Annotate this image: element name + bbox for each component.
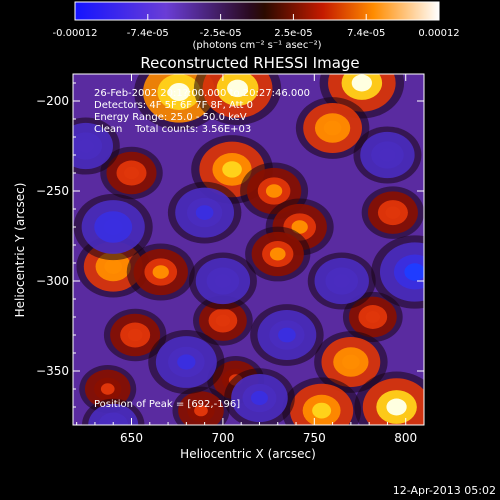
- heatmap-source-peak: [265, 184, 283, 198]
- colorbar: [74, 1, 440, 21]
- peak-position-text: Position of Peak = [692,-196]: [94, 399, 240, 410]
- colorbar-unit-label: (photons cm⁻² s⁻¹ asec⁻²): [192, 40, 321, 51]
- heatmap-source-peak: [168, 83, 190, 101]
- info-line-detectors: Detectors: 4F 5F 6F 7F 8F, Att 0: [94, 100, 253, 111]
- colorbar-tick-label: -2.5e-05: [200, 28, 242, 39]
- colorbar-tick-label: -7.4e-05: [127, 28, 169, 39]
- heatmap-source-peak: [269, 247, 286, 261]
- info-line-energy: Energy Range: 25.0 - 50.0 keV: [94, 112, 247, 123]
- y-tick-label: −200: [36, 94, 69, 108]
- heatmap-source-peak: [103, 219, 123, 235]
- info-line-clean: Clean Total counts: 3.56E+03: [94, 124, 251, 135]
- heatmap-source-peak: [379, 148, 396, 162]
- colorbar-tick-label: 0.00012: [418, 28, 459, 39]
- colorbar-tick-label: 7.4e-05: [347, 28, 385, 39]
- heatmap-source-peak: [77, 139, 94, 153]
- x-tick-label: 700: [211, 431, 234, 445]
- heatmap-source-peak: [291, 220, 308, 234]
- colorbar-tick-label: 2.5e-05: [274, 28, 312, 39]
- x-tick-label: 800: [394, 431, 417, 445]
- heatmap-plot: [73, 74, 424, 425]
- info-line-time: 26-Feb-2002 20:1?:00.000 to 20:27:46.000: [94, 88, 310, 99]
- y-tick-label: −250: [36, 184, 69, 198]
- y-axis-ticks: −200 −250 −300 −350: [36, 82, 424, 408]
- heatmap-source-peak: [342, 354, 360, 370]
- heatmap-source-peak: [386, 398, 407, 416]
- heatmap-source-peak: [351, 74, 372, 92]
- x-tick-label: 750: [303, 431, 326, 445]
- heatmap-source-peak: [124, 166, 139, 180]
- heatmap-source-peak: [215, 314, 231, 327]
- heatmap-source-peak: [127, 328, 143, 342]
- chart-title: Reconstructed RHESSI Image: [140, 54, 359, 72]
- x-axis-ticks: 650 700 750 800: [76, 74, 425, 445]
- heatmap-source-peak: [152, 265, 169, 279]
- heatmap-source-peak: [194, 404, 208, 417]
- y-axis-label: Heliocentric Y (arcsec): [13, 183, 27, 318]
- x-axis-label: Heliocentric X (arcsec): [180, 447, 316, 461]
- heatmap-source-peak: [365, 311, 380, 323]
- plot-frame: [72, 73, 425, 426]
- heatmap-source-peak: [278, 327, 296, 343]
- y-tick-label: −300: [36, 274, 69, 288]
- heatmap-sources: [73, 74, 424, 425]
- x-tick-label: 650: [120, 431, 143, 445]
- heatmap-source-peak: [195, 205, 214, 220]
- heatmap-source-peak: [105, 418, 121, 425]
- heatmap-source-peak: [323, 120, 342, 136]
- heatmap-source-peak: [250, 390, 268, 406]
- heatmap-source-peak: [214, 274, 232, 288]
- heatmap-source-peak: [312, 402, 332, 419]
- y-tick-label: −350: [36, 364, 69, 378]
- timestamp: 12-Apr-2013 05:02: [393, 484, 496, 497]
- colorbar-ticks: -0.00012 -7.4e-05 -2.5e-05 2.5e-05 7.4e-05 0.…: [53, 14, 460, 39]
- heatmap-source-peak: [404, 263, 424, 281]
- heatmap-source-peak: [100, 383, 115, 395]
- colorbar-tick-label: -0.00012: [53, 28, 98, 39]
- heatmap-source-peak: [385, 206, 401, 219]
- heatmap-source-peak: [333, 274, 350, 288]
- heatmap-source-peak: [222, 161, 242, 178]
- heatmap-source-peak: [104, 259, 123, 274]
- heatmap-source-peak: [177, 354, 196, 370]
- heatmap-source-peak: [227, 79, 249, 98]
